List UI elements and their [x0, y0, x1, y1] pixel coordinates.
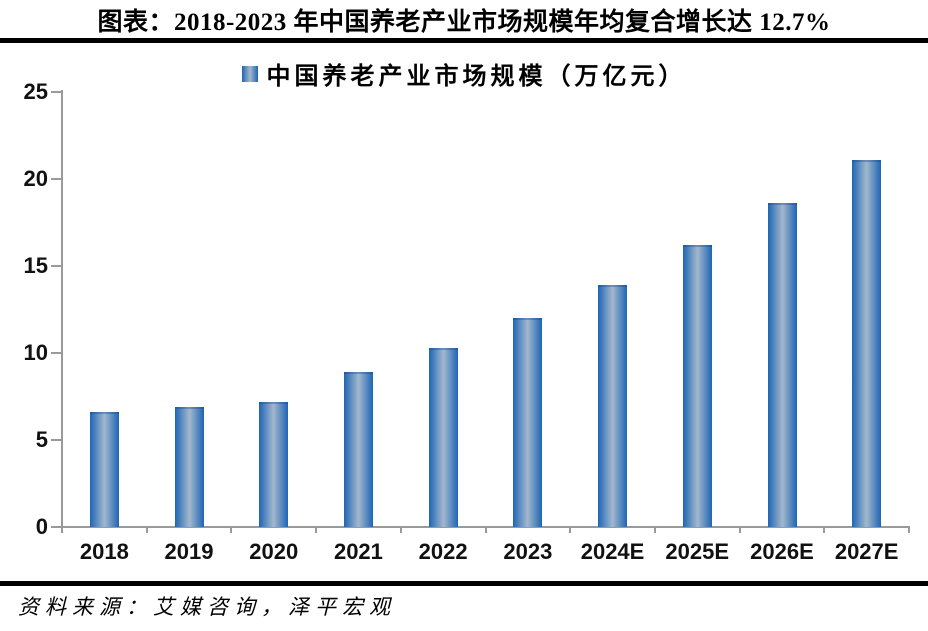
- y-tick-15: [51, 265, 61, 267]
- y-tick-label-5: 5: [35, 427, 48, 452]
- y-tick-label-25: 25: [23, 79, 48, 104]
- figure-title: 图表：2018-2023 年中国养老产业市场规模年均复合增长达 12.7%: [97, 9, 831, 36]
- y-axis-line: [61, 90, 63, 528]
- x-label-2027E: 2027E: [834, 539, 899, 564]
- x-label-2018: 2018: [79, 539, 129, 564]
- y-tick-label-15: 15: [23, 253, 48, 278]
- x-tick-5: [484, 527, 487, 533]
- bar-2022: [428, 347, 458, 527]
- x-label-2021: 2021: [333, 539, 383, 564]
- x-tick-6: [569, 527, 572, 533]
- bar-2025E: [682, 245, 712, 527]
- x-label-2025E: 2025E: [665, 539, 730, 564]
- top-rule: [0, 38, 928, 43]
- x-tick-1: [145, 527, 148, 533]
- x-tick-10: [908, 527, 910, 533]
- bar-2019: [174, 406, 204, 527]
- bar-2026E: [767, 203, 797, 527]
- x-tick-3: [315, 527, 318, 533]
- y-tick-0: [51, 526, 61, 528]
- bar-2024E: [598, 285, 628, 527]
- x-tick-8: [738, 527, 741, 533]
- source-note: 资料来源：艾媒咨询，泽平宏观: [18, 595, 396, 619]
- x-label-2023: 2023: [503, 539, 553, 564]
- bar-2023: [513, 318, 543, 527]
- x-tick-9: [823, 527, 826, 533]
- bar-2018: [89, 412, 119, 527]
- y-tick-10: [51, 352, 61, 354]
- y-tick-label-10: 10: [23, 340, 48, 365]
- bar-2020: [259, 401, 289, 527]
- bar-2021: [344, 372, 373, 527]
- x-label-2024E: 2024E: [580, 539, 645, 564]
- x-tick-0: [61, 527, 63, 533]
- legend-swatch-icon: [241, 65, 258, 82]
- y-tick-25: [51, 91, 61, 93]
- x-tick-2: [230, 527, 233, 533]
- x-label-2026E: 2026E: [750, 539, 814, 564]
- y-tick-5: [51, 439, 61, 441]
- x-label-2020: 2020: [249, 539, 299, 564]
- x-label-2022: 2022: [418, 539, 468, 564]
- y-tick-label-0: 0: [35, 514, 48, 539]
- x-tick-4: [399, 527, 402, 533]
- bar-2027E: [852, 159, 882, 527]
- legend: 中国养老产业市场规模（万亿元）: [0, 56, 928, 91]
- x-tick-7: [653, 527, 656, 533]
- legend-label: 中国养老产业市场规模（万亿元）: [266, 64, 687, 90]
- y-tick-label-20: 20: [23, 166, 48, 191]
- y-tick-20: [51, 178, 61, 180]
- bottom-rule: [0, 581, 928, 586]
- x-label-2019: 2019: [164, 539, 214, 564]
